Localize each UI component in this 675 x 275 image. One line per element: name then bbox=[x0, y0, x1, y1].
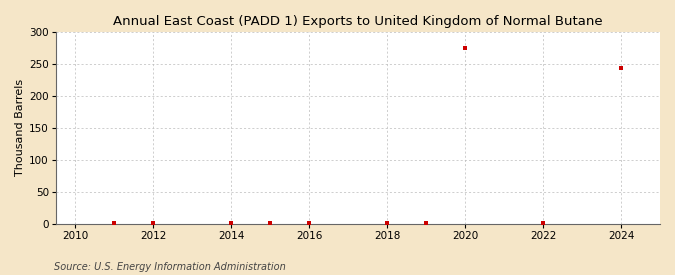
Point bbox=[109, 221, 119, 226]
Point bbox=[148, 221, 159, 226]
Point bbox=[304, 220, 315, 225]
Point bbox=[382, 221, 393, 226]
Point bbox=[616, 66, 626, 71]
Y-axis label: Thousand Barrels: Thousand Barrels bbox=[15, 79, 25, 177]
Title: Annual East Coast (PADD 1) Exports to United Kingdom of Normal Butane: Annual East Coast (PADD 1) Exports to Un… bbox=[113, 15, 603, 28]
Point bbox=[421, 221, 431, 226]
Text: Source: U.S. Energy Information Administration: Source: U.S. Energy Information Administ… bbox=[54, 262, 286, 272]
Point bbox=[265, 221, 275, 226]
Point bbox=[538, 221, 549, 226]
Point bbox=[226, 221, 237, 226]
Point bbox=[460, 46, 470, 50]
